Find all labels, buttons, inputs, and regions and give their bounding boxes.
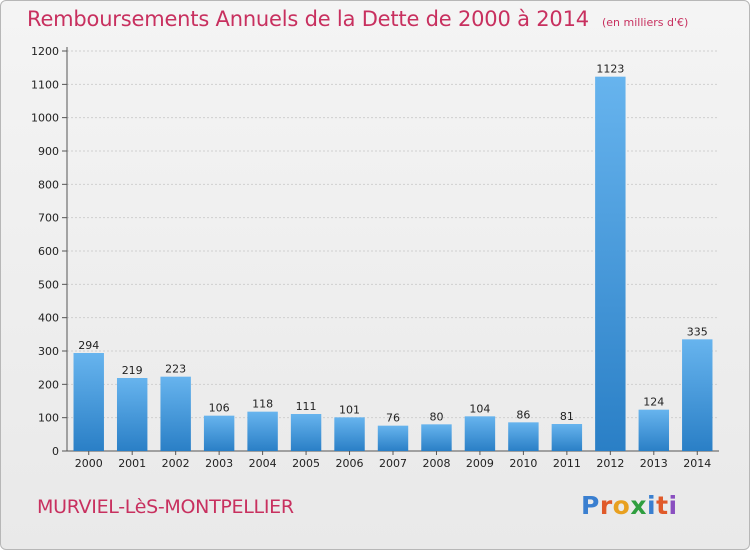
- x-tick-label: 2012: [596, 457, 624, 470]
- y-tick-label: 600: [38, 245, 59, 258]
- bar: [203, 415, 235, 451]
- y-tick-label: 700: [38, 212, 59, 225]
- y-tick-label: 800: [38, 178, 59, 191]
- bar: [421, 424, 452, 451]
- bar: [160, 376, 191, 451]
- x-tick-label: 2006: [336, 457, 364, 470]
- x-tick-label: 2005: [292, 457, 320, 470]
- x-tick-label: 2011: [553, 457, 581, 470]
- value-label: 124: [643, 396, 664, 409]
- value-label: 294: [78, 339, 99, 352]
- logo-letter: t: [656, 491, 669, 520]
- bar: [508, 422, 539, 451]
- value-label: 1123: [596, 63, 624, 76]
- value-label: 76: [386, 412, 400, 425]
- logo-letter: i: [647, 491, 657, 520]
- commune-name: MURVIEL-LèS-MONTPELLIER: [37, 496, 294, 518]
- x-tick-label: 2001: [118, 457, 146, 470]
- bar: [116, 378, 148, 451]
- axis-layer: 0 100 200 300 400 500 600 700 800 900 1000 1100 1200…: [31, 45, 719, 470]
- chart-title: Remboursements Annuels de la Dette de 20…: [27, 7, 589, 31]
- value-label: 223: [165, 363, 186, 376]
- label-layer: 294 219 223 106 118 111 101 76 80 104 86 81 1123 124 3…: [78, 63, 708, 425]
- bar: [464, 416, 496, 451]
- x-tick-label: 2003: [205, 457, 233, 470]
- bar: [638, 409, 670, 451]
- logo-letter: x: [630, 491, 647, 520]
- value-label: 101: [339, 403, 360, 416]
- x-tick-label: 2009: [466, 457, 494, 470]
- value-label: 106: [209, 402, 230, 415]
- value-label: 335: [687, 325, 708, 338]
- x-tick-label: 2008: [422, 457, 450, 470]
- bar: [377, 425, 409, 451]
- y-tick-label: 1000: [31, 112, 59, 125]
- bar: [334, 417, 365, 451]
- x-tick-label: 2013: [640, 457, 668, 470]
- value-label: 86: [516, 408, 530, 421]
- bar-layer: [73, 76, 713, 452]
- chart-subtitle: (en milliers d'€): [602, 16, 689, 29]
- y-tick-label: 1100: [31, 78, 59, 91]
- x-tick-label: 2004: [249, 457, 277, 470]
- bar: [682, 339, 713, 451]
- value-label: 118: [252, 398, 273, 411]
- bar-chart: 0 100 200 300 400 500 600 700 800 900 1000 1100 1200…: [31, 45, 719, 470]
- x-tick-label: 2014: [683, 457, 711, 470]
- bar: [290, 414, 322, 451]
- x-tick-label: 2002: [162, 457, 190, 470]
- value-label: 104: [469, 402, 490, 415]
- y-tick-label: 100: [38, 412, 59, 425]
- bar: [247, 411, 278, 451]
- bar: [551, 424, 583, 451]
- value-label: 219: [122, 364, 143, 377]
- x-tick-label: 2000: [75, 457, 103, 470]
- value-label: 80: [429, 410, 443, 423]
- y-tick-label: 400: [38, 312, 59, 325]
- x-tick-label: 2007: [379, 457, 407, 470]
- y-tick-label: 500: [38, 278, 59, 291]
- y-tick-label: 1200: [31, 45, 59, 58]
- y-tick-label: 200: [38, 378, 59, 391]
- y-tick-label: 300: [38, 345, 59, 358]
- y-tick-label: 0: [52, 445, 59, 458]
- x-tick-label: 2010: [509, 457, 537, 470]
- value-label: 111: [296, 400, 317, 413]
- bar: [73, 353, 104, 451]
- logo-letter: o: [612, 491, 631, 520]
- y-tick-label: 900: [38, 145, 59, 158]
- title-row: Remboursements Annuels de la Dette de 20…: [27, 7, 688, 31]
- value-label: 81: [560, 410, 574, 423]
- proxiti-logo[interactable]: Proxiti: [581, 491, 678, 520]
- bar: [595, 76, 626, 452]
- logo-letter: P: [581, 491, 600, 520]
- logo-letter: i: [668, 491, 678, 520]
- logo-letter: r: [599, 491, 613, 520]
